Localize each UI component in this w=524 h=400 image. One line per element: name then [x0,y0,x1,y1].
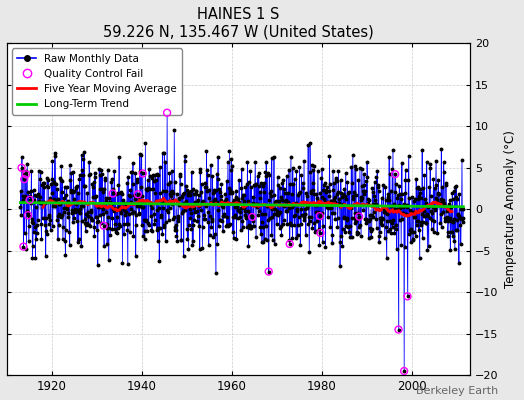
Point [400,368,408,374]
Point [265,268,273,275]
Point [403,293,412,300]
Point [17,164,26,171]
Point [395,326,403,333]
Point [138,170,147,177]
Point [108,190,117,197]
Point [315,213,324,219]
Point [248,214,256,220]
Title: HAINES 1 S
59.226 N, 135.467 W (United States): HAINES 1 S 59.226 N, 135.467 W (United S… [103,7,374,39]
Y-axis label: Temperature Anomaly (°C): Temperature Anomaly (°C) [504,130,517,288]
Point [26,197,34,203]
Point [286,241,294,247]
Point [19,243,28,250]
Point [134,191,142,198]
Point [100,222,108,229]
Point [391,171,399,177]
Point [355,213,363,220]
Point [22,171,30,178]
Point [163,110,171,116]
Text: Berkeley Earth: Berkeley Earth [416,386,498,396]
Point [24,212,32,218]
Point [316,230,325,236]
Point [20,176,28,182]
Legend: Raw Monthly Data, Quality Control Fail, Five Year Moving Average, Long-Term Tren: Raw Monthly Data, Quality Control Fail, … [12,48,182,114]
